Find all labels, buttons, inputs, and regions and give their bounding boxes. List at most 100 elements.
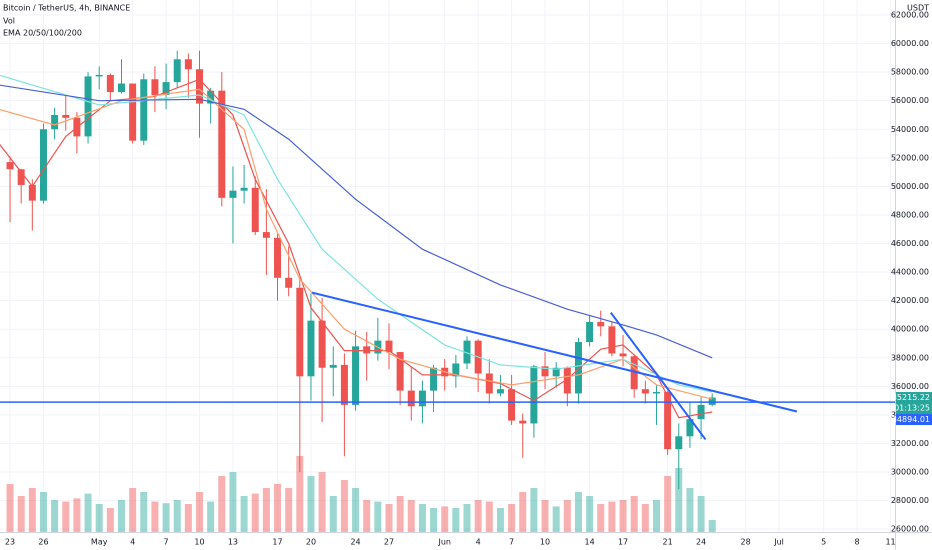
y-tick-label: 50000.00 [891,182,929,191]
candle-body [39,129,47,201]
volume-bar [441,506,449,532]
candle-body [51,114,59,130]
volume-bar [329,496,337,532]
volume-bar [318,472,326,532]
candle-body [28,184,36,201]
grid [0,0,895,532]
volume-bar [6,484,14,532]
volume-bar [240,496,248,532]
candle-body [62,114,70,118]
volume-bar [496,508,504,532]
volume-bar [162,503,170,532]
candle-body [597,322,605,327]
y-tick-label: 58000.00 [891,68,929,77]
candle-body [262,232,270,238]
symbol-title: Bitcoin / TetherUS, 4h, BINANCE [3,4,130,13]
y-tick-label: 38000.00 [891,353,929,362]
volume-bar [73,498,81,532]
x-tick-label: Jul [773,538,784,547]
x-tick-label: 24 [350,538,360,547]
volume-bar [196,492,204,532]
volume-bar [17,496,25,532]
candle-body [530,366,538,424]
volume-bar [652,500,660,532]
volume-bar [374,501,382,532]
candle-body [6,162,14,170]
candle-body [285,277,293,288]
x-tick-label: 20 [306,538,316,547]
y-tick-label: 40000.00 [891,325,929,334]
y-tick-label: 36000.00 [891,382,929,391]
volume-bar [675,468,683,532]
candle-body [552,367,560,377]
volume-bar [229,472,237,532]
volume-bar [530,488,538,532]
x-tick-label: 26 [38,538,48,547]
candle-body [173,59,181,83]
volume-bar [218,476,226,532]
x-tick-label: 7 [509,538,514,547]
x-tick-label: 24 [696,538,706,547]
volume-bar [39,492,47,532]
candle-body [106,74,114,93]
candle-body [563,367,571,394]
volume-bar [686,488,694,532]
y-tick-label: 48000.00 [891,210,929,219]
x-tick-label: 10 [540,538,550,547]
candle-body [218,90,226,198]
candle-body [229,190,237,198]
volume-bar [307,476,315,532]
volume-bar [586,496,594,532]
ema-legend: EMA 20/50/100/200 [3,29,82,38]
volume-bar [363,500,371,532]
y-tick-label: 54000.00 [891,125,929,134]
candle-body [329,364,337,368]
y-tick-label: 42000.00 [891,296,929,305]
y-tick-label: 26000.00 [891,525,929,534]
candle-body [151,79,159,95]
volume-bar [697,496,705,532]
volume-bar [274,484,282,532]
candle-body [675,436,683,450]
volume-legend: Vol [3,17,15,26]
x-tick-label: 4 [476,538,481,547]
candle-body [708,397,716,405]
trend-line [311,291,798,413]
candle-body [251,187,259,233]
candle-body [697,404,705,420]
last-price-label: 35215.22 [892,393,930,402]
countdown-label: 01:13:25 [894,404,930,413]
candle-body [496,389,504,394]
x-tick-label: 7 [164,538,169,547]
candle-body [586,322,594,343]
volume-bar [285,488,293,532]
candle-body [686,419,694,437]
y-tick-label: 52000.00 [891,153,929,162]
y-tick-label: 56000.00 [891,96,929,105]
x-tick-label: 11 [885,538,895,547]
candle-body [95,74,103,77]
candle-body [608,326,616,354]
volume-bar [630,496,638,532]
x-tick-label: 13 [228,538,238,547]
overlays [0,74,895,441]
y-tick-label: 44000.00 [891,268,929,277]
x-tick-label: Jun [437,538,451,547]
candle-body [519,420,527,424]
x-tick-label: 21 [663,538,673,547]
volume-bar [251,493,259,532]
volume-bar [552,506,560,532]
candle-body [396,352,404,391]
volume-bar [664,476,672,532]
volume-bar [708,520,716,532]
candle-body [307,320,315,377]
candle-body [463,340,471,364]
x-tick-label: 4 [130,538,135,547]
candle-body [485,373,493,394]
candle-body [664,392,672,450]
volume-bar [452,508,460,532]
volume-bar [407,500,415,532]
volume-bar [95,504,103,532]
volume-bar [340,480,348,532]
